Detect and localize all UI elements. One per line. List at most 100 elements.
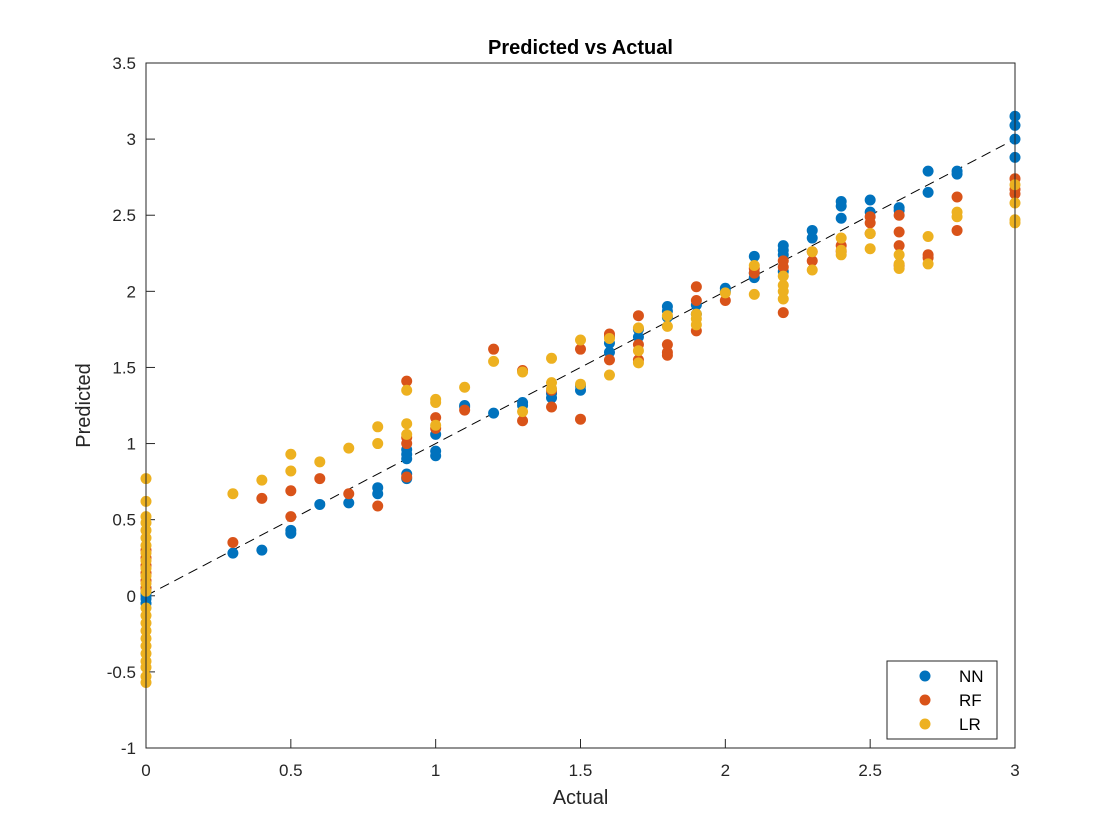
data-point xyxy=(227,537,239,548)
x-tick-label: 3 xyxy=(1010,761,1019,780)
series-rf xyxy=(140,173,1021,594)
data-point xyxy=(893,226,905,238)
data-point xyxy=(661,301,673,313)
data-point xyxy=(806,255,818,267)
data-point xyxy=(372,482,384,494)
data-point xyxy=(951,206,963,218)
data-point xyxy=(661,310,673,322)
x-tick-label: 2 xyxy=(721,761,730,780)
data-point xyxy=(632,322,644,334)
data-point xyxy=(864,194,876,206)
y-tick-label: -0.5 xyxy=(107,663,136,682)
data-point xyxy=(893,258,905,270)
data-point xyxy=(951,224,963,236)
data-points xyxy=(140,110,1021,689)
y-tick-label: 2.5 xyxy=(112,206,136,225)
data-point xyxy=(285,511,297,523)
data-point xyxy=(690,294,702,306)
data-point xyxy=(575,378,586,390)
data-point xyxy=(575,413,586,425)
data-point xyxy=(922,249,934,261)
data-point xyxy=(806,264,818,276)
data-point xyxy=(922,258,934,270)
data-point xyxy=(864,243,876,255)
data-point xyxy=(430,393,442,405)
data-point xyxy=(835,212,847,224)
data-point xyxy=(777,279,789,291)
data-point xyxy=(603,333,615,345)
data-point xyxy=(575,343,586,355)
data-point xyxy=(546,352,558,364)
data-point xyxy=(951,165,963,177)
y-tick-label: 0 xyxy=(127,587,136,606)
data-point xyxy=(314,498,326,510)
data-point xyxy=(777,293,789,305)
legend: NN RF LR xyxy=(886,660,998,740)
data-point xyxy=(459,404,471,416)
data-point xyxy=(227,547,239,559)
data-point xyxy=(951,191,963,203)
x-tick-label: 1 xyxy=(431,761,440,780)
data-point xyxy=(430,445,442,457)
data-point xyxy=(661,346,673,358)
data-point xyxy=(603,369,615,381)
data-point xyxy=(777,307,789,319)
data-point xyxy=(488,407,500,419)
data-point xyxy=(690,281,702,293)
series-nn xyxy=(140,110,1021,609)
data-point xyxy=(256,474,268,486)
data-point xyxy=(430,412,442,424)
data-point xyxy=(777,240,789,252)
data-point xyxy=(835,232,847,244)
data-point xyxy=(719,287,731,299)
legend-box xyxy=(886,660,998,740)
x-tick-label: 2.5 xyxy=(858,761,882,780)
chart-title: Predicted vs Actual xyxy=(488,37,673,59)
data-point xyxy=(314,456,326,468)
data-point xyxy=(922,165,934,177)
data-point xyxy=(632,345,644,357)
data-point xyxy=(372,438,384,450)
data-point xyxy=(777,270,789,282)
series-lr xyxy=(140,179,1021,689)
data-point xyxy=(864,211,876,223)
data-point xyxy=(517,396,529,408)
data-point xyxy=(748,250,760,262)
data-point xyxy=(517,415,529,427)
x-tick-label: 1.5 xyxy=(569,761,593,780)
data-point xyxy=(603,354,615,366)
data-point xyxy=(401,384,413,396)
data-point xyxy=(401,471,413,483)
data-point xyxy=(806,224,818,236)
data-point xyxy=(517,406,529,418)
data-point xyxy=(343,442,355,454)
data-point xyxy=(864,227,876,239)
data-point xyxy=(777,255,789,267)
data-point xyxy=(285,465,297,477)
data-point xyxy=(517,366,529,378)
data-point xyxy=(285,524,297,536)
data-point xyxy=(661,320,673,332)
legend-marker xyxy=(919,718,931,730)
data-point xyxy=(256,544,268,556)
data-point xyxy=(893,209,905,221)
data-point xyxy=(459,381,471,393)
data-point xyxy=(748,288,760,300)
x-tick-label: 0 xyxy=(141,761,150,780)
data-point xyxy=(719,294,731,306)
data-point xyxy=(893,202,905,214)
data-point xyxy=(372,500,384,512)
data-point xyxy=(546,377,558,389)
data-point xyxy=(690,308,702,320)
data-point xyxy=(575,334,586,346)
data-point xyxy=(603,346,615,358)
data-point xyxy=(632,331,644,343)
data-point xyxy=(806,232,818,244)
data-point xyxy=(488,343,500,355)
data-point xyxy=(256,492,268,504)
data-point xyxy=(893,240,905,252)
data-point xyxy=(227,488,239,500)
y-axis-label: Predicted xyxy=(73,363,95,448)
data-point xyxy=(748,259,760,271)
